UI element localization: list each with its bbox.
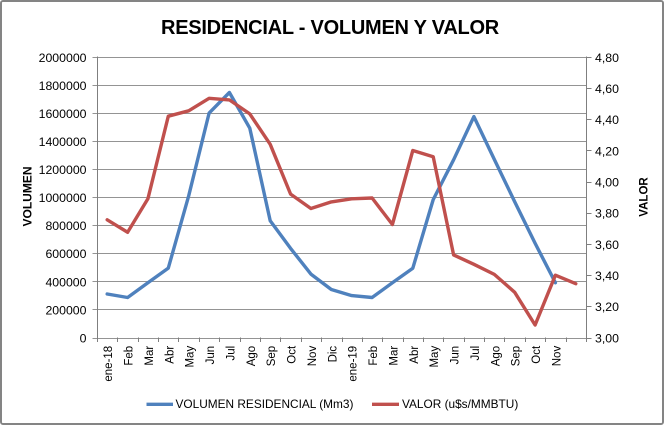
svg-text:4,80: 4,80 [595,51,619,65]
svg-text:Sep: Sep [266,346,278,366]
svg-text:1000000: 1000000 [39,191,87,205]
svg-text:Mar: Mar [388,346,400,366]
svg-text:600000: 600000 [45,247,86,261]
svg-text:3,60: 3,60 [595,238,619,252]
svg-text:400000: 400000 [45,275,86,289]
svg-text:RESIDENCIAL - VOLUMEN Y VALOR: RESIDENCIAL - VOLUMEN Y VALOR [161,17,500,39]
svg-text:Abr: Abr [164,346,176,364]
svg-text:2000000: 2000000 [39,51,87,65]
svg-text:VOLUMEN RESIDENCIAL (Mm3): VOLUMEN RESIDENCIAL (Mm3) [176,397,354,411]
svg-text:VALOR (u$s/MMBTU): VALOR (u$s/MMBTU) [402,397,518,411]
svg-text:3,80: 3,80 [595,207,619,221]
svg-text:0: 0 [80,331,87,345]
svg-text:Jul: Jul [470,346,482,361]
svg-text:1200000: 1200000 [39,163,87,177]
svg-text:Nov: Nov [307,346,319,367]
svg-text:3,40: 3,40 [595,269,619,283]
svg-text:Feb: Feb [368,346,380,366]
svg-text:Feb: Feb [124,346,136,366]
svg-text:3,20: 3,20 [595,300,619,314]
svg-text:Jun: Jun [205,346,217,365]
svg-text:4,60: 4,60 [595,82,619,96]
svg-text:1800000: 1800000 [39,79,87,93]
svg-text:ene-19: ene-19 [348,346,360,382]
svg-text:1400000: 1400000 [39,135,87,149]
svg-text:200000: 200000 [45,303,86,317]
svg-text:Abr: Abr [409,346,421,364]
svg-text:1600000: 1600000 [39,107,87,121]
svg-text:Sep: Sep [511,346,523,366]
svg-text:VALOR: VALOR [639,177,651,217]
svg-text:Nov: Nov [551,346,563,367]
svg-text:Oct: Oct [287,345,299,364]
svg-text:Mar: Mar [144,346,156,366]
svg-text:Dic: Dic [327,346,339,363]
svg-text:VOLUMEN: VOLUMEN [21,167,35,227]
svg-text:4,20: 4,20 [595,144,619,158]
svg-text:Ago: Ago [246,346,258,366]
svg-text:4,00: 4,00 [595,176,619,190]
svg-text:ene-18: ene-18 [103,346,115,382]
svg-text:Oct: Oct [531,345,543,364]
svg-text:Jun: Jun [450,346,462,365]
svg-text:800000: 800000 [45,219,86,233]
svg-text:May: May [429,346,441,368]
svg-text:May: May [185,346,197,368]
svg-text:4,40: 4,40 [595,113,619,127]
svg-text:Jul: Jul [225,346,237,361]
svg-text:Ago: Ago [490,346,502,366]
svg-text:3,00: 3,00 [595,331,619,345]
